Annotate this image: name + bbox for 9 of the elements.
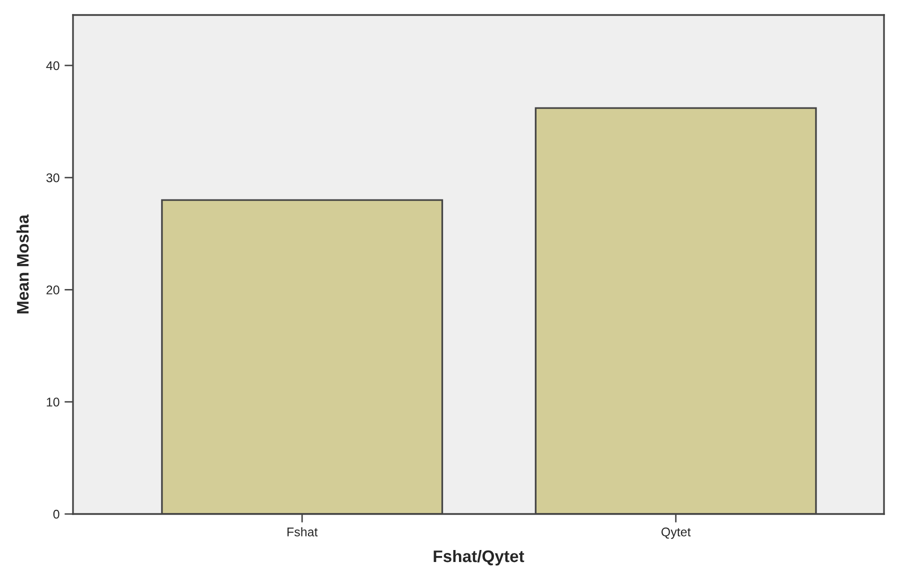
- y-tick-label: 10: [46, 398, 60, 407]
- x-axis-title: Fshat/Qytet: [434, 550, 524, 566]
- x-tick-label: Fshat: [287, 527, 318, 536]
- y-tick-label: 0: [53, 510, 60, 519]
- x-tick-label: Qytet: [661, 528, 691, 539]
- y-tick-label: 40: [46, 61, 60, 70]
- y-tick-label: 30: [46, 173, 60, 182]
- y-axis-title: Mean Mosha: [16, 214, 29, 314]
- y-tick-label: 20: [46, 286, 60, 294]
